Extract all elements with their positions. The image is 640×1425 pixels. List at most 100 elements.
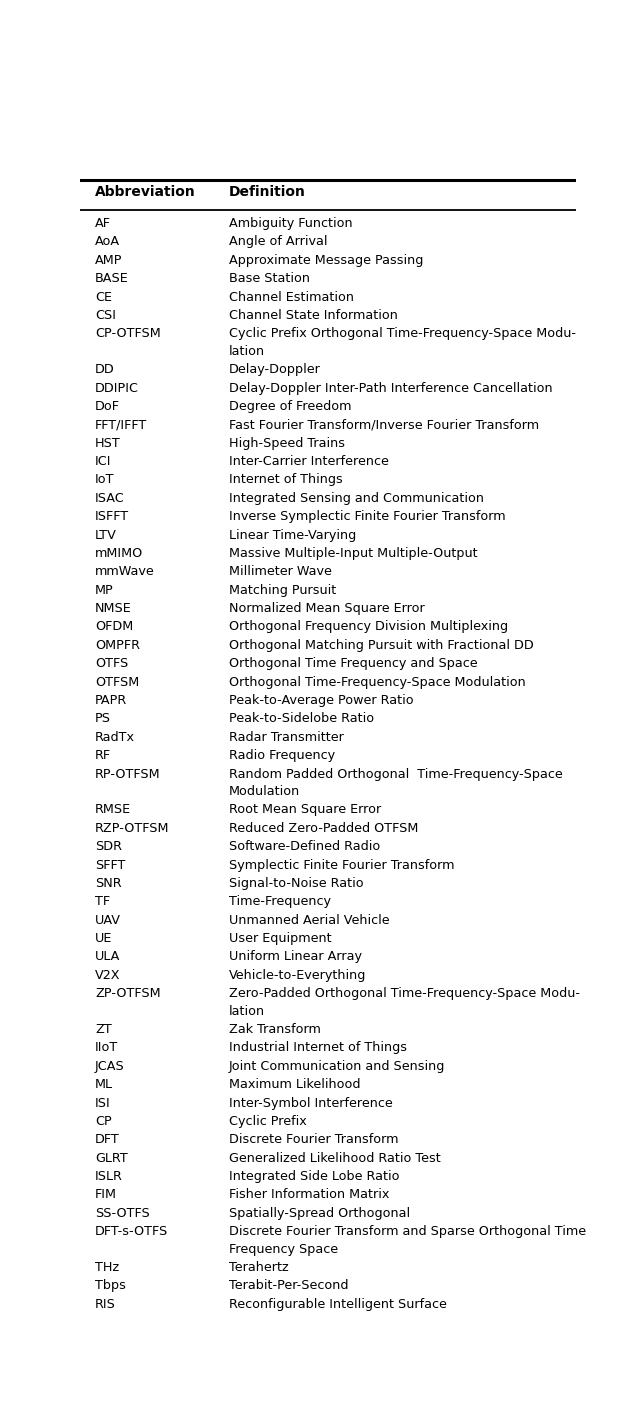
Text: Modulation: Modulation [229, 785, 300, 798]
Text: Fisher Information Matrix: Fisher Information Matrix [229, 1188, 389, 1201]
Text: Discrete Fourier Transform: Discrete Fourier Transform [229, 1133, 398, 1146]
Text: ZT: ZT [95, 1023, 111, 1036]
Text: AMP: AMP [95, 254, 122, 266]
Text: BASE: BASE [95, 272, 129, 285]
Text: SDR: SDR [95, 841, 122, 854]
Text: ISLR: ISLR [95, 1170, 123, 1183]
Text: FFT/IFFT: FFT/IFFT [95, 419, 147, 432]
Text: Inverse Symplectic Finite Fourier Transform: Inverse Symplectic Finite Fourier Transf… [229, 510, 506, 523]
Text: Definition: Definition [229, 185, 306, 200]
Text: ULA: ULA [95, 950, 120, 963]
Text: CP: CP [95, 1114, 111, 1129]
Text: SFFT: SFFT [95, 858, 125, 872]
Text: High-Speed Trains: High-Speed Trains [229, 436, 345, 450]
Text: OMPFR: OMPFR [95, 638, 140, 651]
Text: CSI: CSI [95, 309, 116, 322]
Text: DD: DD [95, 363, 115, 376]
Text: Orthogonal Frequency Division Multiplexing: Orthogonal Frequency Division Multiplexi… [229, 620, 508, 634]
Text: Zero-Padded Orthogonal Time-Frequency-Space Modu-: Zero-Padded Orthogonal Time-Frequency-Sp… [229, 988, 580, 1000]
Text: Internet of Things: Internet of Things [229, 473, 342, 486]
Text: RIS: RIS [95, 1298, 116, 1311]
Text: Terahertz: Terahertz [229, 1261, 289, 1274]
Text: Random Padded Orthogonal  Time-Frequency-Space: Random Padded Orthogonal Time-Frequency-… [229, 768, 563, 781]
Text: IIoT: IIoT [95, 1042, 118, 1054]
Text: DFT: DFT [95, 1133, 120, 1146]
Text: OTFSM: OTFSM [95, 675, 139, 688]
Text: ICI: ICI [95, 455, 111, 467]
Text: Channel Estimation: Channel Estimation [229, 291, 354, 304]
Text: Software-Defined Radio: Software-Defined Radio [229, 841, 380, 854]
Text: AoA: AoA [95, 235, 120, 248]
Text: Matching Pursuit: Matching Pursuit [229, 584, 336, 597]
Text: Tbps: Tbps [95, 1280, 125, 1292]
Text: Maximum Likelihood: Maximum Likelihood [229, 1079, 360, 1092]
Text: Degree of Freedom: Degree of Freedom [229, 400, 351, 413]
Text: Millimeter Wave: Millimeter Wave [229, 566, 332, 579]
Text: Signal-to-Noise Ratio: Signal-to-Noise Ratio [229, 876, 364, 891]
Text: ZP-OTFSM: ZP-OTFSM [95, 988, 161, 1000]
Text: UE: UE [95, 932, 112, 945]
Text: DDIPIC: DDIPIC [95, 382, 139, 395]
Text: Orthogonal Time Frequency and Space: Orthogonal Time Frequency and Space [229, 657, 477, 670]
Text: Inter-Symbol Interference: Inter-Symbol Interference [229, 1097, 392, 1110]
Text: Zak Transform: Zak Transform [229, 1023, 321, 1036]
Text: Linear Time-Varying: Linear Time-Varying [229, 529, 356, 542]
Text: LTV: LTV [95, 529, 116, 542]
Text: PAPR: PAPR [95, 694, 127, 707]
Text: RZP-OTFSM: RZP-OTFSM [95, 822, 170, 835]
Text: Joint Communication and Sensing: Joint Communication and Sensing [229, 1060, 445, 1073]
Text: RP-OTFSM: RP-OTFSM [95, 768, 161, 781]
Text: Orthogonal Time-Frequency-Space Modulation: Orthogonal Time-Frequency-Space Modulati… [229, 675, 525, 688]
Text: Spatially-Spread Orthogonal: Spatially-Spread Orthogonal [229, 1207, 410, 1220]
Text: mMIMO: mMIMO [95, 547, 143, 560]
Text: FIM: FIM [95, 1188, 117, 1201]
Text: Reconfigurable Intelligent Surface: Reconfigurable Intelligent Surface [229, 1298, 447, 1311]
Text: DoF: DoF [95, 400, 120, 413]
Text: Approximate Message Passing: Approximate Message Passing [229, 254, 423, 266]
Text: V2X: V2X [95, 969, 120, 982]
Text: ISI: ISI [95, 1097, 111, 1110]
Text: Frequency Space: Frequency Space [229, 1243, 338, 1255]
Text: OFDM: OFDM [95, 620, 133, 634]
Text: Integrated Sensing and Communication: Integrated Sensing and Communication [229, 492, 484, 504]
Text: Discrete Fourier Transform and Sparse Orthogonal Time: Discrete Fourier Transform and Sparse Or… [229, 1226, 586, 1238]
Text: PS: PS [95, 712, 111, 725]
Text: RMSE: RMSE [95, 804, 131, 817]
Text: Root Mean Square Error: Root Mean Square Error [229, 804, 381, 817]
Text: Time-Frequency: Time-Frequency [229, 895, 331, 908]
Text: Peak-to-Sidelobe Ratio: Peak-to-Sidelobe Ratio [229, 712, 374, 725]
Text: lation: lation [229, 345, 265, 358]
Text: Base Station: Base Station [229, 272, 310, 285]
Text: ISAC: ISAC [95, 492, 125, 504]
Text: Angle of Arrival: Angle of Arrival [229, 235, 327, 248]
Text: Massive Multiple-Input Multiple-Output: Massive Multiple-Input Multiple-Output [229, 547, 477, 560]
Text: User Equipment: User Equipment [229, 932, 332, 945]
Text: Vehicle-to-Everything: Vehicle-to-Everything [229, 969, 366, 982]
Text: mmWave: mmWave [95, 566, 155, 579]
Text: Industrial Internet of Things: Industrial Internet of Things [229, 1042, 407, 1054]
Text: ISFFT: ISFFT [95, 510, 129, 523]
Text: GLRT: GLRT [95, 1151, 127, 1164]
Text: Delay-Doppler: Delay-Doppler [229, 363, 321, 376]
Text: Uniform Linear Array: Uniform Linear Array [229, 950, 362, 963]
Text: Channel State Information: Channel State Information [229, 309, 397, 322]
Text: CE: CE [95, 291, 112, 304]
Text: RF: RF [95, 750, 111, 762]
Text: HST: HST [95, 436, 120, 450]
Text: AF: AF [95, 217, 111, 229]
Text: RadTx: RadTx [95, 731, 135, 744]
Text: SS-OTFS: SS-OTFS [95, 1207, 150, 1220]
Text: IoT: IoT [95, 473, 115, 486]
Text: Radio Frequency: Radio Frequency [229, 750, 335, 762]
Text: Cyclic Prefix Orthogonal Time-Frequency-Space Modu-: Cyclic Prefix Orthogonal Time-Frequency-… [229, 328, 576, 341]
Text: lation: lation [229, 1005, 265, 1017]
Text: TF: TF [95, 895, 110, 908]
Text: DFT-s-OTFS: DFT-s-OTFS [95, 1226, 168, 1238]
Text: Integrated Side Lobe Ratio: Integrated Side Lobe Ratio [229, 1170, 399, 1183]
Text: Reduced Zero-Padded OTFSM: Reduced Zero-Padded OTFSM [229, 822, 418, 835]
Text: OTFS: OTFS [95, 657, 128, 670]
Text: Peak-to-Average Power Ratio: Peak-to-Average Power Ratio [229, 694, 413, 707]
Text: Symplectic Finite Fourier Transform: Symplectic Finite Fourier Transform [229, 858, 454, 872]
Text: Orthogonal Matching Pursuit with Fractional DD: Orthogonal Matching Pursuit with Fractio… [229, 638, 534, 651]
Text: NMSE: NMSE [95, 603, 132, 616]
